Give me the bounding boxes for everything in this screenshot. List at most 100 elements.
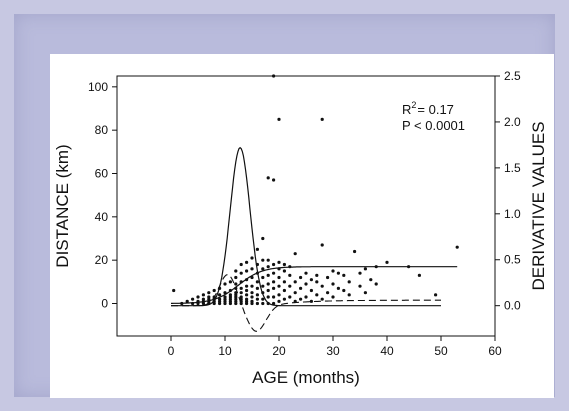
data-point	[266, 282, 270, 286]
data-point	[282, 288, 286, 293]
y-tick-label: 80	[95, 123, 109, 137]
data-point	[261, 275, 265, 280]
data-point	[315, 280, 319, 284]
data-point	[407, 265, 411, 269]
data-point	[277, 117, 281, 121]
second-derivative-curve	[171, 274, 441, 332]
data-point	[320, 297, 324, 301]
data-point	[234, 282, 238, 286]
y2-axis-title: DERIVATIVE VALUES	[529, 121, 548, 290]
data-point	[277, 293, 281, 297]
data-point	[417, 273, 421, 277]
data-point	[266, 295, 270, 299]
data-point	[228, 280, 232, 284]
data-point	[374, 282, 378, 286]
y-tick-label: 60	[95, 167, 109, 181]
x-axis-title: AGE (months)	[252, 368, 360, 387]
data-point	[277, 267, 281, 271]
data-point	[282, 269, 286, 273]
data-point	[331, 295, 335, 299]
data-point	[245, 269, 249, 273]
data-point	[250, 267, 254, 271]
data-point	[212, 288, 216, 293]
data-point	[331, 269, 335, 273]
data-point	[250, 275, 254, 280]
data-point	[239, 295, 243, 299]
data-point	[266, 288, 270, 293]
y-tick-label: 20	[95, 253, 109, 267]
data-point	[272, 262, 276, 267]
r2-label: R2= 0.17	[402, 100, 454, 117]
data-point	[218, 297, 222, 301]
data-point	[320, 117, 324, 121]
data-point	[293, 280, 297, 284]
data-point	[261, 291, 265, 295]
data-point	[342, 288, 346, 293]
data-point	[223, 291, 227, 295]
data-point	[255, 301, 259, 306]
data-point	[288, 295, 292, 299]
fit-annotation: R2= 0.17 P < 0.0001	[402, 100, 465, 133]
data-point	[245, 288, 249, 293]
y2-tick-label: 2.0	[504, 115, 521, 129]
data-point	[266, 176, 270, 180]
data-point	[434, 293, 438, 297]
data-point	[266, 258, 270, 262]
data-point	[255, 247, 259, 251]
data-point	[358, 271, 362, 275]
data-point	[207, 295, 211, 299]
y-tick-label: 100	[88, 80, 108, 94]
data-point	[255, 271, 259, 275]
data-point	[266, 301, 270, 306]
data-point	[201, 293, 205, 297]
data-point	[234, 275, 238, 280]
data-point	[223, 282, 227, 286]
data-point	[320, 243, 324, 247]
data-point	[272, 280, 276, 284]
y-tick-label: 40	[95, 210, 109, 224]
data-point	[331, 282, 335, 286]
y-axis-title: DISTANCE (km)	[53, 144, 72, 267]
data-point	[304, 295, 308, 299]
data-point	[293, 299, 297, 303]
data-point	[239, 291, 243, 295]
data-point	[228, 293, 232, 297]
data-point	[255, 280, 259, 284]
data-point	[261, 258, 265, 262]
data-point	[255, 293, 259, 297]
data-point	[250, 291, 254, 295]
data-point	[196, 299, 200, 303]
data-point	[239, 271, 243, 275]
data-point	[326, 291, 330, 295]
data-point	[207, 291, 211, 295]
axis-layer: 0 10 20 30 40 50 60 0 20 40 60 80 100 0.0 0.5 1.0 1.5 2.0…	[53, 69, 548, 387]
slide-frame: R2= 0.17 P < 0.0001 0 10 20 30 40 50 60 0 20 40 60…	[14, 14, 555, 398]
p-value-label: P < 0.0001	[402, 118, 465, 133]
data-point	[320, 284, 324, 288]
data-point	[234, 269, 238, 273]
data-point	[363, 291, 367, 295]
y-tick-label: 0	[101, 297, 108, 311]
x-tick-label: 10	[218, 344, 232, 358]
data-point	[326, 275, 330, 280]
data-point	[272, 301, 276, 306]
data-point	[277, 284, 281, 288]
data-point	[369, 278, 373, 282]
data-point	[261, 297, 265, 301]
data-point	[223, 295, 227, 299]
y2-tick-label: 0.5	[504, 253, 521, 267]
data-point	[385, 260, 389, 264]
data-point	[266, 265, 270, 269]
data-point	[234, 286, 238, 290]
data-point	[315, 273, 319, 277]
data-point	[282, 280, 286, 284]
data-point	[282, 297, 286, 301]
data-point	[288, 265, 292, 269]
data-point	[277, 275, 281, 280]
data-point	[304, 282, 308, 286]
data-point	[347, 280, 351, 284]
data-point	[261, 236, 265, 241]
data-point	[455, 245, 459, 249]
plot-frame	[116, 75, 496, 337]
data-point	[250, 284, 254, 288]
